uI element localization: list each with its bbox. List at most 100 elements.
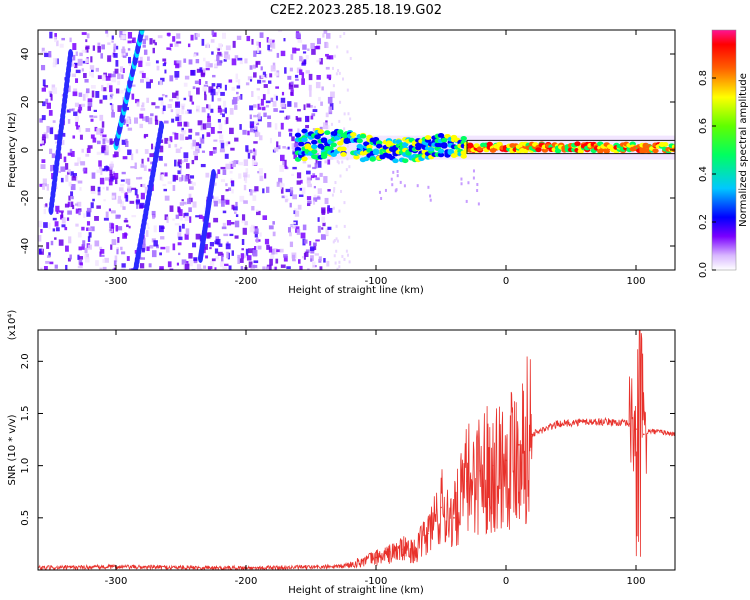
x-tick-label: 0 xyxy=(503,576,509,587)
heatmap-cell xyxy=(100,168,103,176)
heatmap-cell xyxy=(339,35,342,39)
heatmap-cell xyxy=(94,215,99,221)
heatmap-cell xyxy=(341,160,344,164)
heatmap-cell xyxy=(202,86,208,92)
heatmap-cell xyxy=(240,94,243,100)
heatmap-cell xyxy=(85,153,90,157)
heatmap-cell xyxy=(174,159,177,167)
heatmap-cell xyxy=(219,261,224,268)
heatmap-cell xyxy=(196,87,200,95)
heatmap-cell xyxy=(315,177,320,181)
heatmap-band-cell xyxy=(402,142,409,147)
heatmap-cell xyxy=(102,134,107,138)
heatmap-cell xyxy=(71,176,77,181)
heatmap-cell xyxy=(303,59,307,65)
heatmap-cell xyxy=(111,54,115,58)
heatmap-cell xyxy=(85,39,88,43)
heatmap-cell xyxy=(117,80,121,86)
heatmap-cell xyxy=(338,71,341,75)
heatmap-cell xyxy=(326,33,331,39)
heatmap-cell xyxy=(191,159,195,165)
heatmap-cell xyxy=(338,209,341,213)
snr-point xyxy=(628,423,631,425)
heatmap-cell xyxy=(120,89,124,94)
heatmap-cell xyxy=(213,139,218,142)
heatmap-band-cell xyxy=(317,129,324,135)
snr-point xyxy=(375,556,377,559)
heatmap-band-cell xyxy=(652,148,659,154)
heatmap-cell xyxy=(163,188,168,192)
heatmap-cell xyxy=(338,119,341,123)
heatmap-cell xyxy=(181,160,184,164)
heatmap-cell xyxy=(244,254,247,258)
heatmap-cell xyxy=(229,170,233,174)
heatmap-cell xyxy=(161,174,164,182)
heatmap-cell xyxy=(287,75,292,80)
heatmap-cell xyxy=(169,136,173,143)
heatmap-cell xyxy=(134,189,138,196)
heatmap-cell xyxy=(127,182,131,186)
heatmap-cell xyxy=(339,100,342,104)
heatmap-cell xyxy=(119,31,124,38)
heatmap-cell xyxy=(273,94,277,100)
heatmap-cell xyxy=(42,101,46,107)
heatmap-streak xyxy=(159,121,164,131)
heatmap-cell xyxy=(211,258,216,262)
snr-point xyxy=(479,470,481,472)
heatmap-cell xyxy=(110,161,114,165)
heatmap-cell xyxy=(343,224,346,228)
heatmap-cell xyxy=(121,263,126,268)
heatmap-cell xyxy=(348,260,351,264)
heatmap-cell xyxy=(249,65,253,70)
heatmap-cell xyxy=(183,82,188,87)
heatmap-cell xyxy=(345,168,348,172)
heatmap-cell xyxy=(280,122,284,130)
heatmap-cell xyxy=(312,109,318,113)
heatmap-cell xyxy=(46,255,51,258)
heatmap-cell xyxy=(253,149,257,156)
heatmap-band-cell xyxy=(311,149,318,155)
heatmap-cell xyxy=(135,98,140,104)
heatmap-cell xyxy=(195,233,201,240)
heatmap-cell xyxy=(310,258,313,262)
heatmap-cell xyxy=(314,162,318,169)
heatmap-cell xyxy=(76,125,81,130)
heatmap-cell xyxy=(281,195,286,199)
heatmap-cell xyxy=(144,35,149,41)
heatmap-cell xyxy=(79,134,83,140)
heatmap-cell xyxy=(177,232,182,239)
heatmap-cell xyxy=(339,174,342,178)
heatmap-cell xyxy=(143,49,148,55)
heatmap-cell xyxy=(181,105,185,110)
heatmap-cell xyxy=(184,215,190,221)
heatmap-cell xyxy=(100,254,105,257)
heatmap-cell xyxy=(188,259,193,267)
heatmap-cell xyxy=(50,94,53,101)
heatmap-cell xyxy=(220,179,226,183)
heatmap-cell xyxy=(70,184,76,191)
heatmap-cell xyxy=(270,97,274,102)
heatmap-cell xyxy=(321,227,324,230)
heatmap-cell xyxy=(142,38,146,45)
heatmap-cell xyxy=(154,42,157,46)
heatmap-cell xyxy=(142,44,146,48)
heatmap-cell xyxy=(42,178,47,184)
heatmap-cell xyxy=(91,172,96,179)
heatmap-cell xyxy=(105,211,109,218)
heatmap-cell xyxy=(297,204,302,210)
heatmap-cell xyxy=(181,223,185,229)
heatmap-cell xyxy=(307,164,312,168)
heatmap-cell xyxy=(315,81,321,89)
heatmap-cell xyxy=(172,36,176,42)
heatmap-cell xyxy=(109,226,113,232)
heatmap-cell xyxy=(125,107,130,111)
heatmap-cell xyxy=(254,246,257,250)
heatmap-cell xyxy=(111,109,114,112)
heatmap-cell xyxy=(159,80,163,86)
heatmap-cell xyxy=(49,148,53,154)
heatmap-cell xyxy=(217,107,222,113)
heatmap-cell xyxy=(307,48,310,51)
heatmap-cell xyxy=(302,44,307,50)
heatmap-cell xyxy=(183,58,187,63)
heatmap-cell xyxy=(109,169,113,176)
